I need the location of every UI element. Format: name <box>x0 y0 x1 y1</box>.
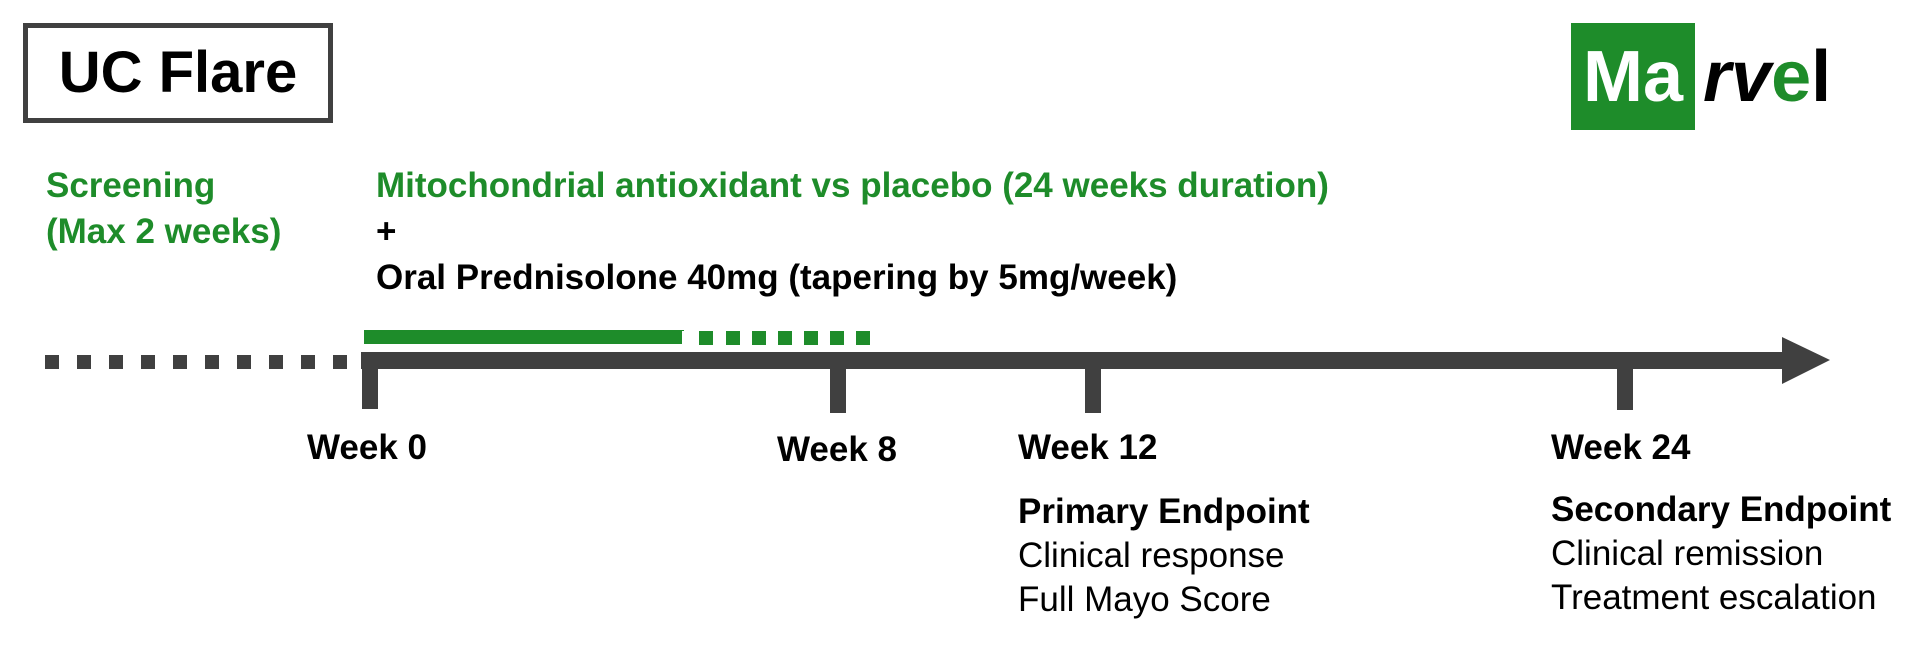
week-24-label: Week 24 <box>1551 428 1691 467</box>
marvel-logo: Ma rvel <box>1571 23 1831 130</box>
screening-dotted-line <box>45 355 347 369</box>
treatment-line1: Mitochondrial antioxidant vs placebo (24… <box>376 166 1329 205</box>
week-8-label: Week 8 <box>777 430 897 469</box>
tick-week-24 <box>1617 352 1633 410</box>
primary-endpoint-title: Primary Endpoint <box>1018 492 1310 531</box>
tick-week-12 <box>1085 352 1101 413</box>
secondary-endpoint-title: Secondary Endpoint <box>1551 490 1892 529</box>
week-0-label: Week 0 <box>307 428 427 467</box>
secondary-endpoint-item: Treatment escalation <box>1551 578 1877 617</box>
primary-endpoint-item: Full Mayo Score <box>1018 580 1271 619</box>
secondary-endpoint-item: Clinical remission <box>1551 534 1824 573</box>
title-box: UC Flare <box>23 23 333 123</box>
logo-letter-e: e <box>1771 36 1812 117</box>
treatment-plus: + <box>376 212 397 251</box>
screening-line2: (Max 2 weeks) <box>46 212 282 251</box>
primary-endpoint-item: Clinical response <box>1018 536 1285 575</box>
tick-week-8 <box>830 352 846 413</box>
page-title: UC Flare <box>58 40 298 105</box>
treatment-label: Mitochondrial antioxidant vs placebo (24… <box>376 163 1329 301</box>
logo-rest-text: rvel <box>1703 41 1831 113</box>
logo-letter-v: v <box>1731 36 1772 117</box>
primary-endpoint: Primary Endpoint Clinical response Full … <box>1018 490 1310 622</box>
logo-letter-l: l <box>1811 36 1832 117</box>
timeline-arrowhead <box>1782 337 1830 384</box>
treatment-line3: Oral Prednisolone 40mg (tapering by 5mg/… <box>376 258 1178 297</box>
timeline-axis <box>361 352 1786 369</box>
prednisolone-solid-bar <box>364 330 684 344</box>
logo-green-box: Ma <box>1571 23 1695 130</box>
secondary-endpoint: Secondary Endpoint Clinical remission Tr… <box>1551 488 1891 620</box>
logo-letter-r: r <box>1703 36 1732 117</box>
tick-week-0 <box>362 352 378 409</box>
logo-boxed-text: Ma <box>1582 36 1684 117</box>
week-12-label: Week 12 <box>1018 428 1158 467</box>
screening-line1: Screening <box>46 166 216 205</box>
prednisolone-taper-dotted <box>682 331 870 345</box>
screening-label: Screening (Max 2 weeks) <box>46 163 281 255</box>
